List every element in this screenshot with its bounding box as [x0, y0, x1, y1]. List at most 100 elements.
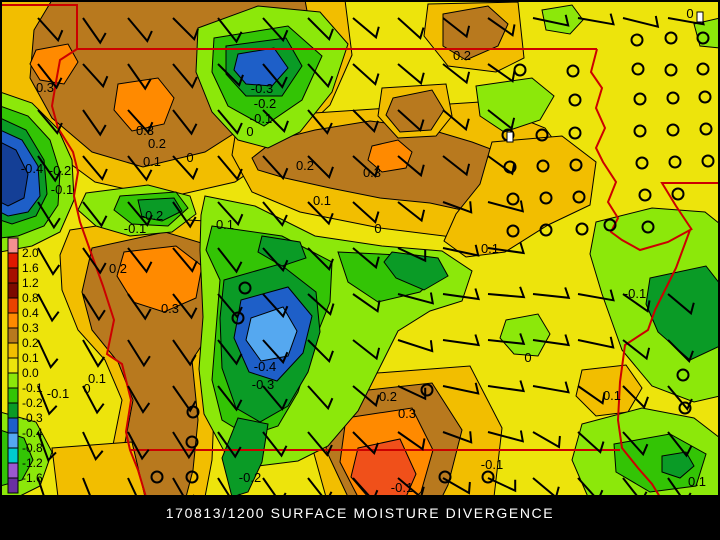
contour-label: -0.2	[49, 163, 71, 178]
wind-barb	[172, 63, 198, 89]
wind-barb	[622, 293, 651, 313]
contour-label: -0.3	[251, 81, 273, 96]
wind-barb	[262, 293, 289, 319]
wind-barb	[262, 201, 288, 227]
green-center-dark-core-a	[257, 235, 307, 267]
wind-barb	[262, 385, 288, 411]
contour-label: -0.1	[481, 457, 503, 472]
calm-wind-circle	[231, 311, 245, 325]
wind-barb	[172, 293, 198, 320]
wind-barb	[37, 385, 58, 416]
wind-barb	[172, 17, 199, 42]
wind-barb	[397, 292, 435, 305]
calm-wind-circle	[566, 64, 580, 78]
wind-barb	[532, 477, 560, 497]
wind-barb	[217, 109, 243, 135]
wind-barb	[127, 339, 151, 368]
wind-barb	[622, 15, 660, 29]
contour-label: 0.2	[109, 261, 127, 276]
contour-label: 0.1	[143, 154, 161, 169]
colorbar-label: 0.3	[22, 321, 39, 335]
wind-barb	[37, 247, 61, 276]
wind-barb	[37, 477, 46, 497]
colorbar-label: -0.1	[22, 381, 43, 395]
colorbar-label: -0.2	[22, 396, 43, 410]
wind-barb	[352, 431, 379, 456]
contour-label: -0.1	[47, 386, 69, 401]
calm-wind-circle	[535, 128, 549, 142]
wind-barb	[307, 201, 334, 226]
colorbar-segment	[7, 402, 19, 419]
brown-blob-midtop	[385, 89, 445, 133]
wind-barb	[532, 431, 561, 449]
calm-wind-circle	[633, 124, 647, 138]
wind-barb	[307, 431, 333, 457]
wind-barb	[82, 339, 106, 368]
status-title-bar: 170813/1200 SURFACE MOISTURE DIVERGENCE	[0, 497, 720, 540]
wind-barb	[37, 155, 62, 183]
wind-barb	[307, 63, 334, 89]
wind-barb	[82, 201, 108, 228]
wind-barb	[442, 109, 470, 132]
wind-barb	[82, 17, 107, 45]
calm-wind-circle	[438, 470, 452, 484]
wind-barb	[217, 17, 243, 44]
wind-barb	[82, 155, 108, 181]
colorbar-label: -0.4	[22, 426, 43, 440]
map-canvas: 0.30.30.20.1 0-0.3-0.2-0.100.2 0.30.100.20…	[0, 0, 720, 497]
calm-wind-circle	[635, 156, 649, 170]
wind-barb	[397, 109, 425, 132]
wind-barb	[127, 155, 153, 182]
wind-barb	[487, 63, 516, 83]
contour-label: 0	[186, 150, 193, 165]
wind-barb	[127, 293, 152, 321]
wind-barb	[487, 286, 526, 299]
wind-barb	[487, 155, 516, 176]
wind-barb	[307, 155, 334, 180]
wind-barb	[577, 289, 615, 302]
wind-barb	[397, 339, 434, 353]
wind-barb	[217, 385, 243, 412]
colorbar-segment	[7, 372, 19, 389]
wind-barb	[352, 339, 381, 361]
contour-label: -0.2	[141, 208, 163, 223]
wind-barb	[577, 431, 605, 454]
contour-label: 0.2	[453, 48, 471, 63]
green-bottomright-dark	[661, 451, 695, 479]
colorbar-segment	[7, 462, 19, 479]
contour-label: 0.3	[363, 165, 381, 180]
calm-wind-circle	[150, 470, 164, 484]
wind-barb	[352, 293, 381, 313]
wind-barb	[82, 247, 107, 275]
wind-barb	[397, 17, 425, 40]
contour-label: 0.1	[313, 193, 331, 208]
wind-barb	[442, 244, 480, 257]
wind-barb	[82, 63, 109, 89]
map-title-text: 170813/1200 SURFACE MOISTURE DIVERGENCE	[165, 505, 555, 521]
contour-label: 0.3	[36, 80, 54, 95]
calm-wind-circle	[696, 62, 710, 76]
wind-barb	[217, 431, 242, 459]
colorbar-label: -0.8	[22, 441, 43, 455]
colorbar-segment	[7, 417, 19, 434]
calm-wind-circle	[185, 470, 199, 484]
blue-center-light-core	[245, 306, 298, 362]
calm-wind-circle	[630, 33, 644, 47]
wind-barb	[397, 431, 426, 451]
colorbar-segment	[7, 477, 19, 494]
wind-barb	[37, 109, 63, 135]
calm-wind-circle	[568, 126, 582, 140]
calm-wind-circle	[536, 159, 550, 173]
wind-barb	[37, 63, 63, 90]
wind-barb	[262, 339, 289, 365]
wind-barb	[352, 247, 380, 270]
colorbar-label: 0.0	[22, 366, 39, 380]
contour-label: 0	[246, 124, 253, 139]
contour-label: -0.1	[391, 480, 413, 495]
wind-barb	[82, 293, 106, 322]
wind-barb	[217, 293, 243, 319]
wind-barb	[82, 385, 105, 415]
calm-wind-circle	[539, 223, 553, 237]
colorbar-segment	[7, 252, 19, 269]
